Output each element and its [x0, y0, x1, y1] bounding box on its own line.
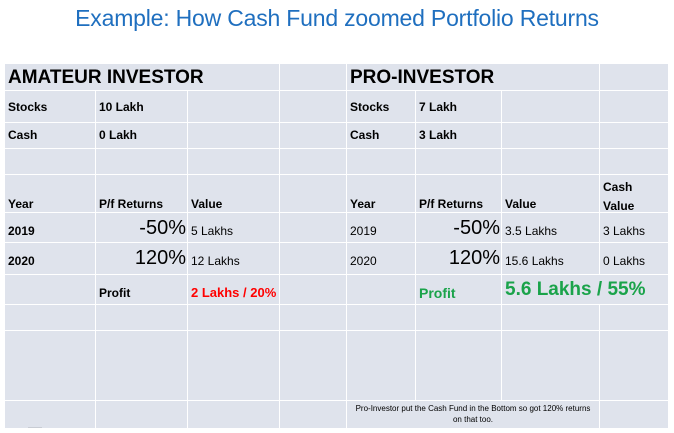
- empty-cell: [188, 123, 280, 149]
- comparison-table: AMATEUR INVESTOR PRO-INVESTOR Stocks 10 …: [5, 64, 669, 429]
- empty-cell: [280, 275, 347, 305]
- empty-cell: [96, 305, 188, 331]
- empty-cell: [188, 91, 280, 123]
- amateur-year-2019: 2019: [5, 213, 96, 243]
- empty-cell: [280, 331, 347, 401]
- pro-year-2019: 2019: [347, 213, 416, 243]
- pro-profit-label: Profit: [416, 275, 502, 305]
- empty-cell: [280, 123, 347, 149]
- pro-note: Pro-Investor put the Cash Fund in the Bo…: [347, 401, 600, 429]
- empty-cell: [347, 275, 416, 305]
- empty-cell: [502, 331, 600, 401]
- empty-cell: [188, 149, 280, 175]
- amateur-value-2019: 5 Lakhs: [188, 213, 280, 243]
- pro-cash-2020: 0 Lakhs: [600, 243, 669, 275]
- empty-cell: [96, 331, 188, 401]
- amateur-cash-label: Cash: [5, 123, 96, 149]
- amateur-returns-2020: 120%: [96, 243, 188, 275]
- amateur-profit-value: 2 Lakhs / 20%: [188, 275, 280, 305]
- empty-cell: [5, 305, 96, 331]
- empty-cell: [280, 243, 347, 275]
- empty-cell: [600, 64, 669, 91]
- empty-cell: [188, 401, 280, 429]
- divider: [28, 427, 42, 432]
- empty-cell: [416, 331, 502, 401]
- empty-cell: [600, 91, 669, 123]
- empty-cell: [188, 305, 280, 331]
- empty-cell: [502, 149, 600, 175]
- amateur-value-header: Value: [188, 175, 280, 213]
- empty-cell: [188, 331, 280, 401]
- empty-cell: [347, 331, 416, 401]
- pro-value-2020: 15.6 Lakhs: [502, 243, 600, 275]
- amateur-stocks-label: Stocks: [5, 91, 96, 123]
- empty-cell: [600, 149, 669, 175]
- page-title: Example: How Cash Fund zoomed Portfolio …: [75, 5, 599, 31]
- pro-cash-label: Cash: [347, 123, 416, 149]
- empty-cell: [600, 305, 669, 331]
- empty-cell: [347, 305, 416, 331]
- empty-cell: [502, 91, 600, 123]
- pro-profit-value: 5.6 Lakhs / 55%: [502, 275, 669, 305]
- pro-year-2020: 2020: [347, 243, 416, 275]
- empty-cell: [96, 149, 188, 175]
- pro-year-header: Year: [347, 175, 416, 213]
- empty-cell: [280, 213, 347, 243]
- pro-stocks-label: Stocks: [347, 91, 416, 123]
- empty-cell: [5, 401, 96, 429]
- empty-cell: [280, 64, 347, 91]
- amateur-stocks-value: 10 Lakh: [96, 91, 188, 123]
- empty-cell: [600, 401, 669, 429]
- pro-stocks-value: 7 Lakh: [416, 91, 502, 123]
- pro-returns-2019: -50%: [416, 213, 502, 243]
- empty-cell: [5, 275, 96, 305]
- empty-cell: [5, 149, 96, 175]
- amateur-returns-header: P/f Returns: [96, 175, 188, 213]
- pro-returns-header: P/f Returns: [416, 175, 502, 213]
- pro-cash-value-header: Cash Value: [600, 175, 669, 213]
- pro-value-header: Value: [502, 175, 600, 213]
- pro-value-2019: 3.5 Lakhs: [502, 213, 600, 243]
- empty-cell: [600, 331, 669, 401]
- empty-cell: [280, 401, 347, 429]
- empty-cell: [5, 331, 96, 401]
- amateur-heading: AMATEUR INVESTOR: [5, 64, 280, 91]
- pro-returns-2020: 120%: [416, 243, 502, 275]
- empty-cell: [347, 149, 416, 175]
- empty-cell: [416, 149, 502, 175]
- empty-cell: [416, 305, 502, 331]
- empty-cell: [502, 305, 600, 331]
- amateur-cash-value: 0 Lakh: [96, 123, 188, 149]
- empty-cell: [502, 123, 600, 149]
- empty-cell: [96, 401, 188, 429]
- empty-cell: [280, 175, 347, 213]
- empty-cell: [280, 149, 347, 175]
- pro-cash-value: 3 Lakh: [416, 123, 502, 149]
- empty-cell: [280, 305, 347, 331]
- amateur-year-2020: 2020: [5, 243, 96, 275]
- pro-cash-2019: 3 Lakhs: [600, 213, 669, 243]
- amateur-returns-2019: -50%: [96, 213, 188, 243]
- amateur-value-2020: 12 Lakhs: [188, 243, 280, 275]
- empty-cell: [280, 91, 347, 123]
- amateur-profit-label: Profit: [96, 275, 188, 305]
- empty-cell: [600, 123, 669, 149]
- pro-heading: PRO-INVESTOR: [347, 64, 600, 91]
- amateur-year-header: Year: [5, 175, 96, 213]
